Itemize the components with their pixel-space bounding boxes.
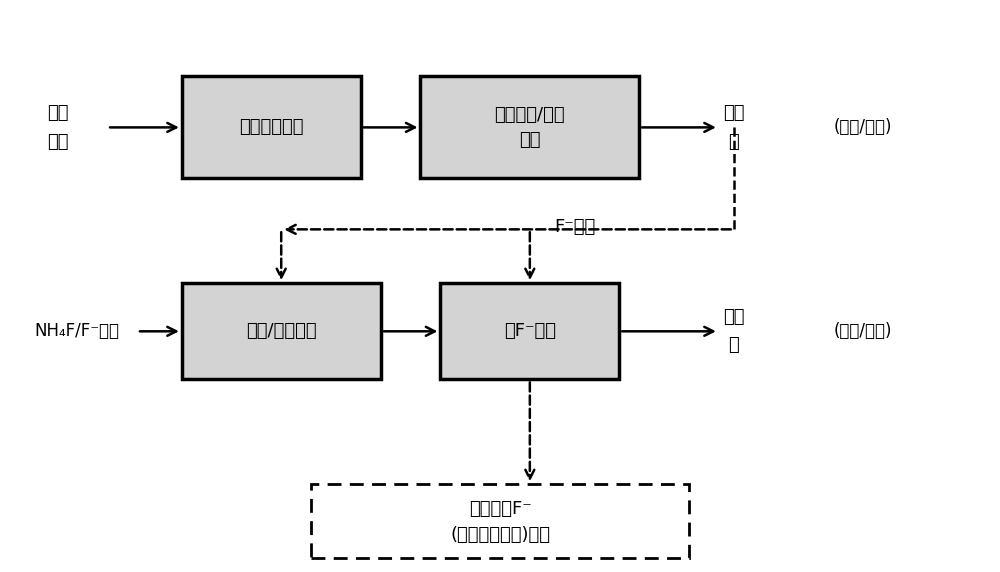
FancyBboxPatch shape xyxy=(420,77,639,178)
Text: 去氧化剂系统: 去氧化剂系统 xyxy=(239,118,304,136)
Text: 端: 端 xyxy=(728,336,739,355)
Text: 去F⁻系统: 去F⁻系统 xyxy=(504,322,556,340)
FancyBboxPatch shape xyxy=(182,77,361,178)
Text: 生物无氧/有氧: 生物无氧/有氧 xyxy=(495,106,565,124)
Text: 综合: 综合 xyxy=(47,104,68,122)
Text: 端: 端 xyxy=(728,133,739,150)
Text: (回收/排放): (回收/排放) xyxy=(834,322,892,340)
Text: (废水处理排放)系统: (废水处理排放)系统 xyxy=(450,526,550,544)
Text: NH₄F/F⁻废水: NH₄F/F⁻废水 xyxy=(35,322,120,340)
Text: 出水: 出水 xyxy=(723,104,744,122)
FancyBboxPatch shape xyxy=(440,283,619,379)
FancyBboxPatch shape xyxy=(311,484,689,558)
Text: 浓排端去F⁻: 浓排端去F⁻ xyxy=(469,499,531,518)
FancyBboxPatch shape xyxy=(182,283,381,379)
Text: 废水: 废水 xyxy=(47,133,68,150)
Text: 脲气/吸收系统: 脲气/吸收系统 xyxy=(246,322,317,340)
Text: (回收/排放): (回收/排放) xyxy=(834,118,892,136)
Text: 出水: 出水 xyxy=(723,308,744,326)
Text: F⁻废水: F⁻废水 xyxy=(554,217,595,236)
Text: 系统: 系统 xyxy=(519,131,541,149)
